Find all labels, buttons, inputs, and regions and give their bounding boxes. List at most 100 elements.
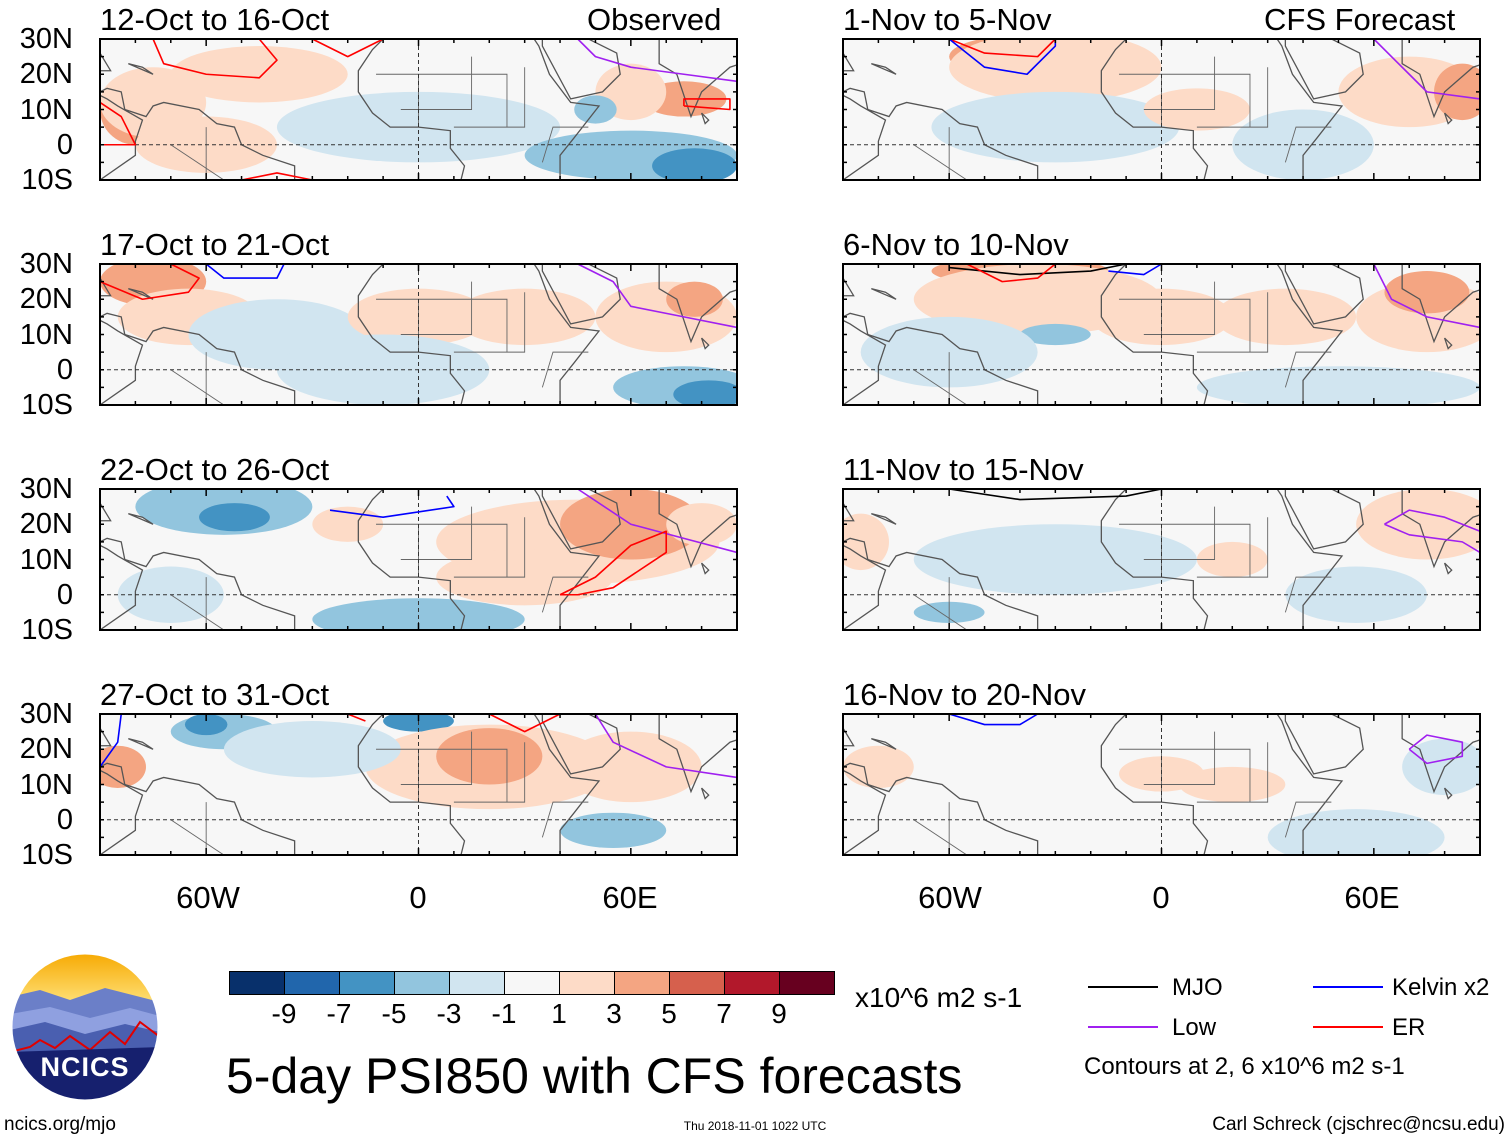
coastline	[700, 112, 710, 125]
coastline	[1401, 263, 1481, 344]
coastline	[99, 762, 296, 856]
coastline	[128, 738, 154, 750]
colorbar-swatch	[779, 971, 835, 995]
colorbar-swatch	[504, 971, 560, 995]
coastline	[357, 713, 601, 856]
panel-title: 11-Nov to 15-Nov	[843, 452, 1084, 487]
coastline	[1443, 787, 1453, 800]
low-contour	[577, 263, 738, 329]
anomaly-shading	[436, 728, 543, 785]
anomaly-shading	[199, 503, 270, 532]
coastline	[871, 288, 897, 300]
anomaly-shading	[1384, 271, 1470, 314]
panel-title: 1-Nov to 5-Nov	[843, 2, 1052, 37]
panel-title: 17-Oct to 21-Oct	[100, 227, 330, 262]
lat-label: 20N	[19, 733, 73, 766]
map-panel-observed-3	[99, 488, 738, 631]
colorbar-tick-label: 5	[661, 998, 677, 1029]
coastline	[658, 38, 738, 119]
lat-label: 10S	[21, 614, 73, 646]
lat-label: 10N	[19, 318, 73, 351]
panel-frame	[842, 263, 1481, 406]
footer-credit: Carl Schreck (cjschrec@ncsu.edu)	[1212, 1114, 1505, 1135]
country-border	[1119, 298, 1251, 353]
colorbar-swatch	[559, 971, 615, 995]
coastline	[842, 537, 1039, 631]
anomaly-shading	[673, 380, 738, 406]
colorbar-tick-label: -9	[271, 998, 297, 1029]
coastline	[541, 263, 621, 325]
country-border	[913, 819, 968, 856]
coastline	[700, 787, 710, 800]
lat-label: 0	[56, 578, 73, 611]
country-border	[453, 292, 526, 353]
lat-label: 30N	[19, 473, 73, 505]
colorbar-swatch	[229, 971, 285, 995]
panel-frame	[99, 38, 738, 181]
er-contour	[347, 713, 366, 722]
coastline	[1284, 488, 1364, 550]
map-panel-observed-1	[99, 38, 738, 181]
coastline	[541, 488, 621, 550]
panel-title: 16-Nov to 20-Nov	[843, 677, 1086, 712]
panel-frame	[842, 713, 1481, 856]
colorbar-tick-label: -5	[381, 998, 407, 1029]
lat-label: 20N	[19, 508, 73, 541]
er-contour	[488, 713, 561, 733]
anomaly-shading	[1019, 323, 1091, 346]
footer-url[interactable]: ncics.org/mjo	[4, 1114, 116, 1135]
er-contour	[311, 38, 384, 58]
anomaly-shading	[223, 721, 401, 778]
colorbar-swatch	[614, 971, 670, 995]
mjo-contour	[949, 263, 1127, 276]
map-panel-forecast-1	[842, 38, 1481, 181]
anomaly-shading	[99, 745, 146, 789]
map-panel-observed-4	[99, 713, 738, 856]
er-contour	[966, 263, 1056, 283]
coastline	[842, 312, 1039, 406]
coastline	[1100, 713, 1344, 856]
legend-label-low: Low	[1172, 1014, 1217, 1041]
cfs-forecast-label: CFS Forecast	[1264, 2, 1456, 37]
ncics-logo: NCICS	[10, 952, 160, 1102]
kelvin-contour	[99, 713, 123, 768]
anomaly-shading	[666, 503, 737, 546]
anomaly-shading	[312, 598, 525, 631]
country-border	[1143, 56, 1216, 110]
coastline	[1443, 337, 1453, 350]
colorbar-tick-label: 1	[551, 998, 567, 1029]
colorbar-swatch	[284, 971, 340, 995]
colorbar-tick-label: 7	[716, 998, 732, 1029]
country-border	[1143, 731, 1216, 785]
anomaly-shading	[184, 714, 228, 736]
colorbar-tick-label: 9	[771, 998, 787, 1029]
lat-label: 10S	[21, 164, 73, 196]
colorbar-swatch	[394, 971, 450, 995]
country-border	[170, 369, 225, 406]
low-contour	[1384, 509, 1481, 533]
legend-line-low	[1088, 1026, 1158, 1028]
low-contour	[577, 38, 738, 83]
country-border	[1196, 292, 1269, 353]
kelvin-contour	[1108, 263, 1162, 276]
lat-label: 30N	[19, 698, 73, 730]
coastline	[871, 513, 897, 525]
country-border	[376, 523, 508, 578]
panel-title: 22-Oct to 26-Oct	[100, 452, 330, 487]
coastline	[99, 87, 296, 181]
country-border	[453, 517, 526, 578]
coastline	[871, 738, 897, 750]
country-border	[541, 126, 589, 163]
colorbar-tick-label: -3	[436, 998, 462, 1029]
lon-label: 0	[1152, 880, 1170, 915]
country-border	[376, 748, 508, 803]
country-border	[400, 731, 473, 785]
colorbar-tick-label: -1	[491, 998, 517, 1029]
kelvin-contour	[948, 38, 1057, 76]
low-contour	[594, 713, 738, 779]
anomaly-shading	[913, 524, 1197, 595]
country-border	[1143, 281, 1216, 335]
colorbar-swatch	[669, 971, 725, 995]
colorbar-tick-label: 3	[606, 998, 622, 1029]
lon-label: 60W	[176, 880, 240, 915]
